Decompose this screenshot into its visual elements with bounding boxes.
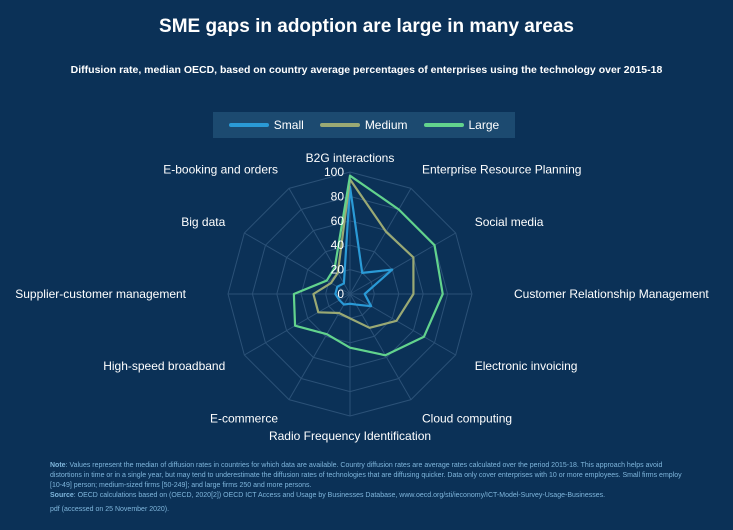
- legend-swatch-small: [228, 123, 269, 127]
- axis-label-high-speed-broadband: High-speed broadband: [103, 359, 225, 373]
- axis-label-b2g-interactions: B2G interactions: [306, 151, 395, 165]
- axis-label-supplier-customer-management: Supplier-customer management: [15, 287, 186, 301]
- grid-spoke: [349, 232, 456, 295]
- axis-label-electronic-invoicing: Electronic invoicing: [475, 359, 578, 373]
- note-text: Note: Values represent the median of dif…: [50, 461, 690, 491]
- legend-swatch-large: [423, 123, 464, 127]
- tick-label-20: 20: [331, 263, 345, 277]
- series-medium-line: [312, 178, 415, 329]
- source-text: Source: OECD calculations based on (OECD…: [50, 491, 690, 501]
- legend-swatch-medium: [319, 123, 360, 127]
- tick-label-80: 80: [331, 189, 345, 203]
- grid-spoke: [244, 293, 351, 356]
- axis-label-social-media: Social media: [475, 215, 544, 229]
- legend-item-medium: Medium: [319, 118, 408, 132]
- axis-label-big-data: Big data: [181, 215, 225, 229]
- grid-spoke: [349, 188, 412, 295]
- grid-spoke: [244, 232, 351, 295]
- grid-spoke: [288, 188, 351, 295]
- legend-item-large: Large: [423, 118, 500, 132]
- footnote: Note: Values represent the median of dif…: [50, 461, 690, 515]
- legend-label-small: Small: [273, 118, 304, 132]
- chart-title: SME gaps in adoption are large in many a…: [159, 16, 574, 37]
- series-large-line: [292, 174, 444, 357]
- source-label: Source: [50, 492, 74, 499]
- tick-label-60: 60: [331, 214, 345, 228]
- grid-spoke: [349, 293, 456, 356]
- tick-label-40: 40: [331, 238, 345, 252]
- axis-label-customer-relationship-management: Customer Relationship Management: [514, 287, 709, 301]
- axis-label-radio-frequency-identification: Radio Frequency Identification: [269, 429, 431, 443]
- axis-label-enterprise-resource-planning: Enterprise Resource Planning: [422, 162, 581, 176]
- legend-label-large: Large: [468, 118, 500, 132]
- axis-label-e-booking-and-orders: E-booking and orders: [163, 162, 278, 176]
- note-label: Note: [50, 462, 66, 469]
- legend-item-small: Small: [228, 118, 304, 132]
- grid-spoke: [288, 293, 351, 400]
- chart-subtitle: Diffusion rate, median OECD, based on co…: [70, 64, 663, 76]
- legend-label-medium: Medium: [364, 118, 408, 132]
- tick-label-0: 0: [337, 287, 344, 301]
- axis-label-e-commerce: E-commerce: [210, 412, 278, 426]
- source-body: : OECD calculations based on (OECD, 2020…: [73, 492, 606, 499]
- access-text: pdf (accessed on 25 November 2020).: [50, 506, 170, 513]
- chart-legend: Small Medium Large: [213, 112, 515, 138]
- note-body: : Values represent the median of diffusi…: [50, 462, 682, 489]
- tick-label-100: 100: [324, 165, 344, 179]
- grid-spoke: [349, 293, 412, 400]
- series-small-line: [334, 185, 394, 308]
- axis-label-cloud-computing: Cloud computing: [422, 412, 512, 426]
